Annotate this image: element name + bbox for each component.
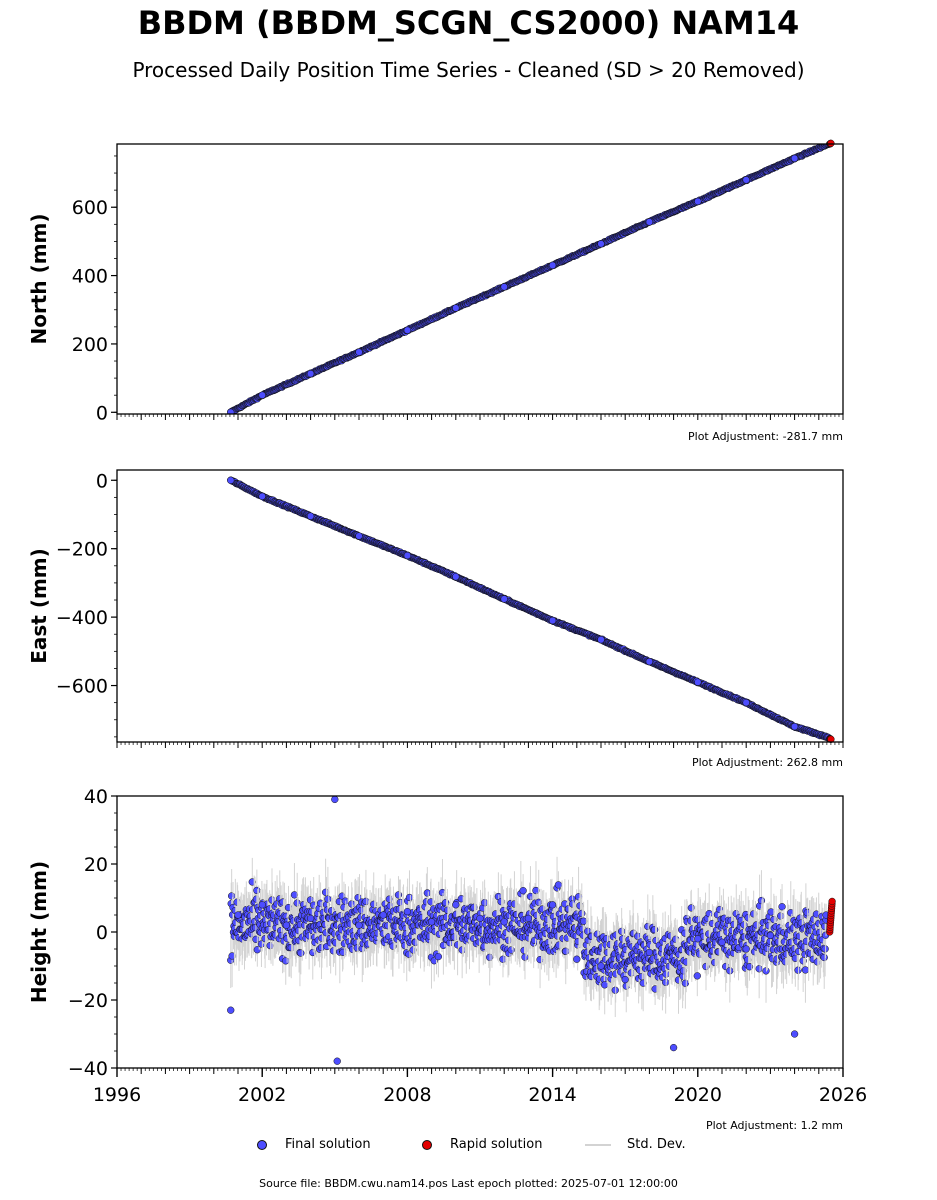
final-solution-point xyxy=(282,957,290,965)
final-solution-point xyxy=(258,492,266,500)
final-solution-point xyxy=(790,722,799,731)
final-solution-point xyxy=(306,512,315,520)
final-solution-point xyxy=(252,935,260,943)
y-tick-label: 200 xyxy=(72,334,108,356)
final-solution-point xyxy=(452,304,460,312)
y-tick-label: 400 xyxy=(72,266,108,288)
final-solution-point xyxy=(355,348,363,356)
y-axis-label: East (mm) xyxy=(27,548,51,664)
y-tick-label: −200 xyxy=(56,539,108,561)
page-title: BBDM (BBDM_SCGN_CS2000) NAM14 xyxy=(137,4,800,42)
final-solution-point xyxy=(645,657,654,666)
final-solution-point xyxy=(258,391,266,399)
final-solution-point xyxy=(306,370,315,378)
final-solution-point xyxy=(548,616,557,625)
y-axis-label: North (mm) xyxy=(27,213,51,344)
final-solution-point xyxy=(694,678,702,686)
final-solution-point xyxy=(355,532,363,540)
final-solution-point xyxy=(228,952,236,960)
north-panel: 0 200 400 600 North (mm) xyxy=(27,139,844,424)
final-solution-point xyxy=(742,699,750,707)
final-solution-point xyxy=(403,326,412,334)
final-solution-point xyxy=(324,895,332,903)
final-solution-point xyxy=(227,408,235,414)
final-solution-point xyxy=(253,886,261,895)
rapid-solution-point xyxy=(827,139,835,147)
y-tick-label: −600 xyxy=(56,676,108,698)
final-solution-point xyxy=(500,595,508,603)
page-subtitle: Processed Daily Position Time Series - C… xyxy=(132,58,805,82)
final-solution-point xyxy=(790,154,799,163)
y-tick-label: 600 xyxy=(72,197,108,219)
final-solution-point xyxy=(423,889,431,897)
final-solution-point xyxy=(452,573,460,581)
final-solution-point xyxy=(297,949,305,957)
final-solution-point xyxy=(227,476,235,484)
y-tick-label: 0 xyxy=(96,470,108,492)
final-solution-point xyxy=(403,551,412,560)
y-tick-label: 0 xyxy=(96,402,108,424)
final-solution-point xyxy=(405,893,414,902)
final-solution-point xyxy=(394,891,403,899)
final-solution-point xyxy=(290,891,299,899)
east-plot-area xyxy=(227,476,833,742)
final-solution-point xyxy=(228,892,236,900)
final-solution-point xyxy=(500,283,508,291)
final-solution-point xyxy=(597,240,605,248)
final-solution-point xyxy=(645,218,654,226)
final-solution-point xyxy=(597,636,605,644)
final-solution-point xyxy=(548,261,557,269)
y-tick-label: −400 xyxy=(56,607,108,629)
north-plot-area xyxy=(227,144,833,414)
final-solution-point xyxy=(694,197,702,206)
height-plot-area xyxy=(227,796,830,1065)
final-solution-point xyxy=(742,176,750,184)
